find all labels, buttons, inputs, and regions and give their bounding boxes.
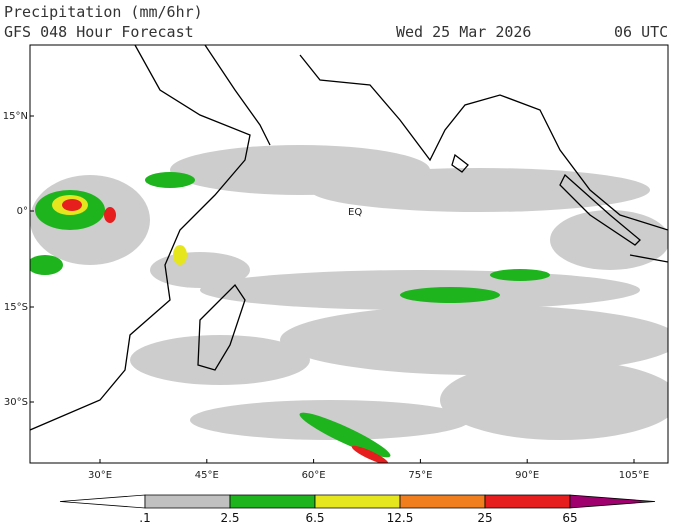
lon-label: 75°E — [408, 470, 432, 481]
lat-label: 30°S — [4, 397, 28, 408]
colorbar-swatch — [569, 494, 656, 509]
date: Wed 25 Mar 2026 — [396, 23, 531, 41]
time: 06 UTC — [614, 23, 668, 41]
colorbar-label: 12.5 — [387, 511, 414, 525]
lon-label: 105°E — [619, 470, 649, 481]
title: Precipitation (mm/6hr) — [4, 3, 203, 21]
lon-label: 45°E — [195, 470, 219, 481]
subtitle: GFS 048 Hour Forecast — [4, 23, 194, 41]
colorbar-swatch — [229, 494, 316, 509]
colorbar-swatch — [314, 494, 401, 509]
lat-label: 0° — [17, 206, 28, 217]
lon-label: 90°E — [515, 470, 539, 481]
lat-label: 15°N — [3, 111, 28, 122]
map-frame — [29, 44, 669, 464]
lat-label: 15°S — [4, 302, 28, 313]
colorbar: .1 2.5 6.5 12.5 25 65 — [59, 494, 656, 525]
map: EQ — [30, 45, 668, 463]
colorbar-label: 2.5 — [220, 511, 239, 525]
colorbar-swatch — [144, 494, 231, 509]
colorbar-label: .1 — [139, 511, 150, 525]
colorbar-swatch — [59, 494, 146, 509]
colorbar-label: 6.5 — [305, 511, 324, 525]
lon-label: 30°E — [88, 470, 112, 481]
axes: 15°N 0° 15°S 30°S 30°E 45°E 60°E 75°E 90°E 105°E — [3, 111, 649, 481]
equator-label: EQ — [348, 207, 362, 218]
colorbar-swatch — [484, 494, 571, 509]
colorbar-label: 25 — [477, 511, 492, 525]
colorbar-swatch — [399, 494, 486, 509]
colorbar-label: 65 — [562, 511, 577, 525]
lon-label: 60°E — [302, 470, 326, 481]
